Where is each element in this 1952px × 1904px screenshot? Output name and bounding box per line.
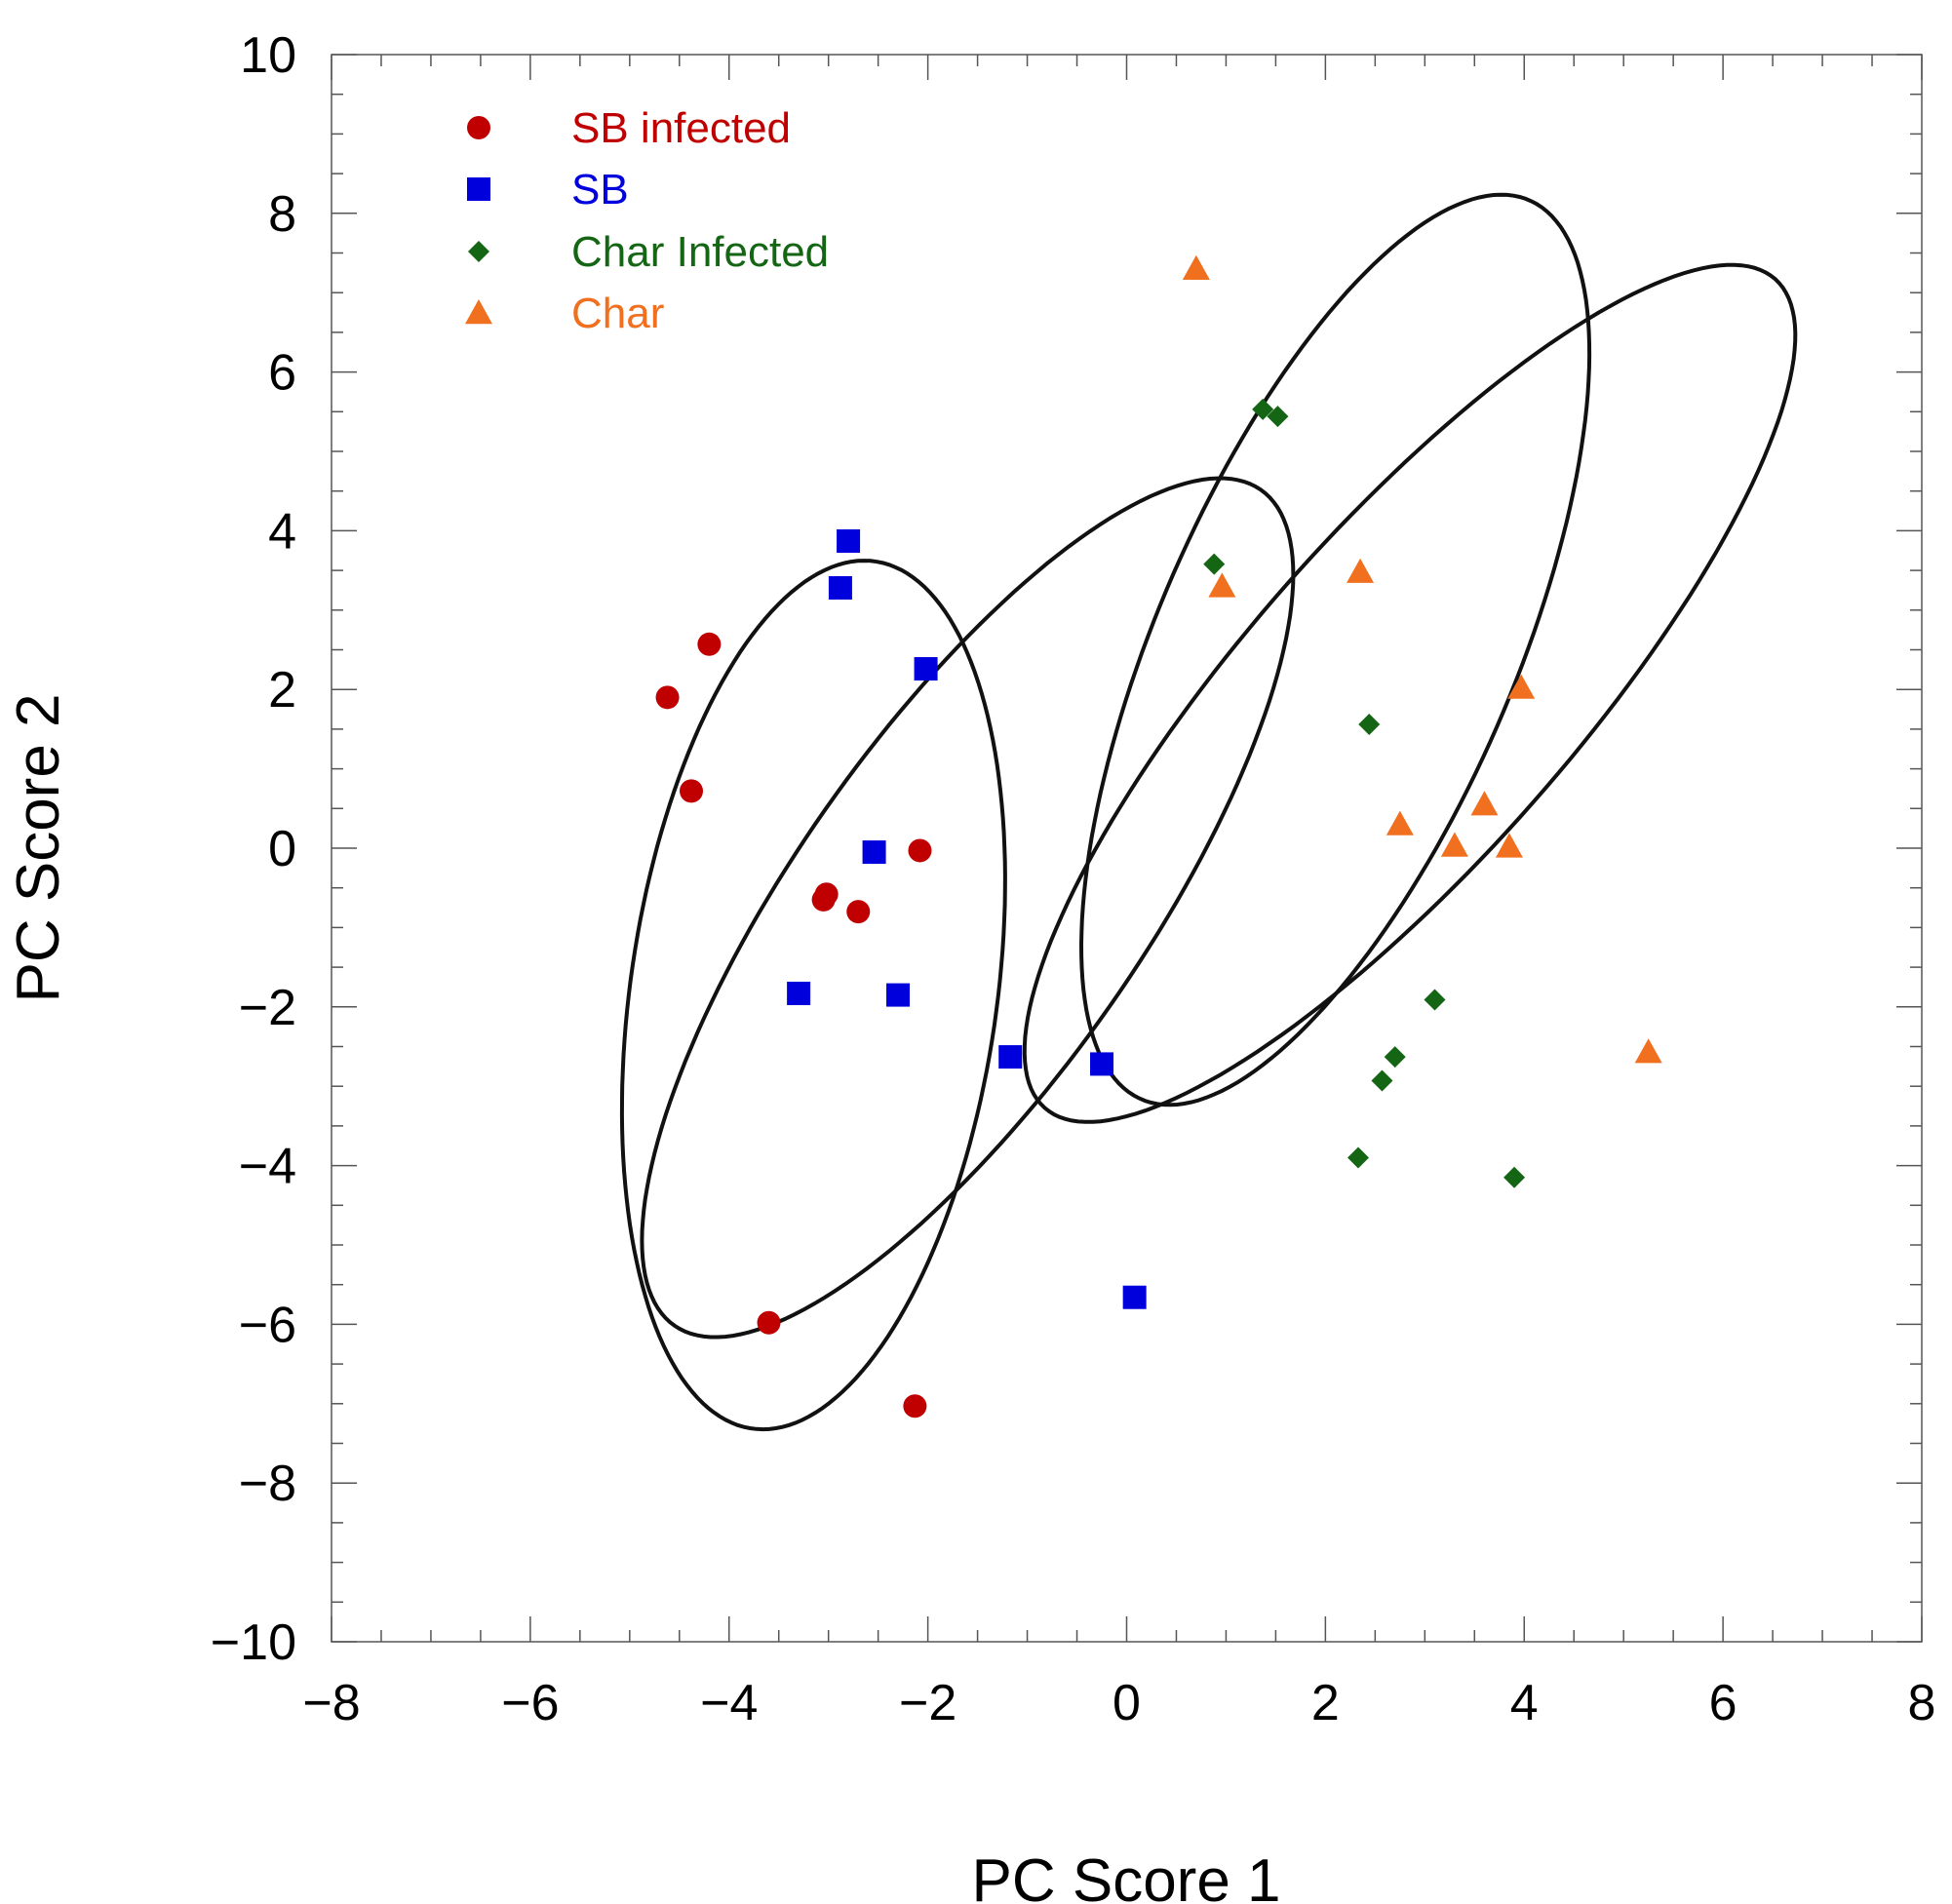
point-char xyxy=(1208,572,1236,598)
x-tick-label: −8 xyxy=(302,1675,360,1731)
point-sb-infected xyxy=(757,1310,781,1335)
point-sb xyxy=(828,576,852,601)
x-tick-label: −2 xyxy=(899,1675,956,1731)
legend-label-char: Char xyxy=(571,290,664,337)
x-tick-label: 4 xyxy=(1510,1675,1539,1731)
point-sb xyxy=(1090,1052,1114,1076)
point-sb xyxy=(886,983,911,1007)
point-sb xyxy=(837,528,861,553)
y-tick-label: 8 xyxy=(268,186,296,243)
y-tick-label: 10 xyxy=(240,27,296,84)
y-tick-label: 6 xyxy=(268,345,296,402)
point-char xyxy=(1634,1038,1662,1064)
point-char-infected xyxy=(1347,1146,1370,1169)
legend-marker-sb-infected xyxy=(467,116,490,139)
point-sb-infected xyxy=(846,900,871,924)
legend-label-char-infected: Char Infected xyxy=(571,228,829,276)
y-tick-label: −4 xyxy=(239,1139,296,1195)
point-char-infected xyxy=(1267,406,1289,428)
point-sb-infected xyxy=(697,632,722,656)
point-char xyxy=(1470,791,1499,816)
x-tick-label: 8 xyxy=(1908,1675,1936,1731)
point-sb-infected xyxy=(655,685,680,710)
legend-markers xyxy=(465,116,492,325)
point-sb-infected xyxy=(814,882,839,907)
y-tick-label: −6 xyxy=(239,1297,296,1353)
point-char xyxy=(1495,833,1523,858)
point-char-infected xyxy=(1252,398,1274,420)
point-char-infected xyxy=(1203,553,1226,575)
x-tick-label: 0 xyxy=(1113,1675,1141,1731)
plot-area-frame xyxy=(331,54,1923,1643)
point-char xyxy=(1386,810,1414,835)
x-tick-label: −6 xyxy=(501,1675,559,1731)
axis-ticks xyxy=(331,54,1923,1643)
data-points xyxy=(655,254,1662,1418)
legend: SB infected SB Char Infected Char xyxy=(465,104,829,337)
point-char xyxy=(1440,832,1468,857)
point-char-infected xyxy=(1384,1046,1406,1069)
y-tick-label: 4 xyxy=(268,503,296,560)
legend-label-sb: SB xyxy=(571,166,629,214)
y-tick-label: −2 xyxy=(239,980,296,1036)
point-char xyxy=(1347,558,1375,583)
y-axis-title: PC Score 2 xyxy=(5,693,72,1002)
legend-marker-char xyxy=(465,299,492,325)
point-sb xyxy=(914,657,938,681)
legend-marker-char-infected xyxy=(468,241,489,262)
point-char-infected xyxy=(1503,1166,1526,1188)
point-char-infected xyxy=(1371,1069,1393,1092)
group-ellipse xyxy=(1022,262,1798,1124)
point-sb xyxy=(787,981,811,1005)
point-sb-infected xyxy=(680,779,704,803)
group-ellipse xyxy=(1078,192,1592,1107)
y-tick-label: 2 xyxy=(268,662,296,719)
x-axis-title: PC Score 1 xyxy=(971,1847,1280,1904)
legend-label-sb-infected: SB infected xyxy=(571,104,791,152)
point-sb xyxy=(862,840,886,865)
point-sb xyxy=(998,1045,1023,1069)
x-tick-labels: −8 −6 −4 −2 0 2 4 6 8 xyxy=(302,1675,1935,1731)
point-sb-infected xyxy=(908,838,932,863)
legend-marker-sb xyxy=(467,177,490,201)
y-tick-label: 0 xyxy=(268,821,296,877)
point-char xyxy=(1182,254,1210,280)
x-tick-label: 2 xyxy=(1311,1675,1340,1731)
group-ellipse xyxy=(619,559,1007,1432)
y-tick-label: −10 xyxy=(211,1614,296,1671)
point-char xyxy=(1507,674,1536,699)
point-char-infected xyxy=(1358,714,1381,736)
point-char-infected xyxy=(1424,989,1446,1011)
point-sb xyxy=(1122,1285,1147,1309)
x-tick-label: 6 xyxy=(1709,1675,1737,1731)
x-tick-label: −4 xyxy=(700,1675,758,1731)
y-tick-label: −8 xyxy=(239,1456,296,1512)
confidence-ellipses xyxy=(619,192,1798,1432)
point-sb-infected xyxy=(903,1394,927,1418)
y-tick-labels: −10 −8 −6 −4 −2 0 2 4 6 8 10 xyxy=(211,27,296,1671)
group-ellipse xyxy=(640,476,1296,1340)
